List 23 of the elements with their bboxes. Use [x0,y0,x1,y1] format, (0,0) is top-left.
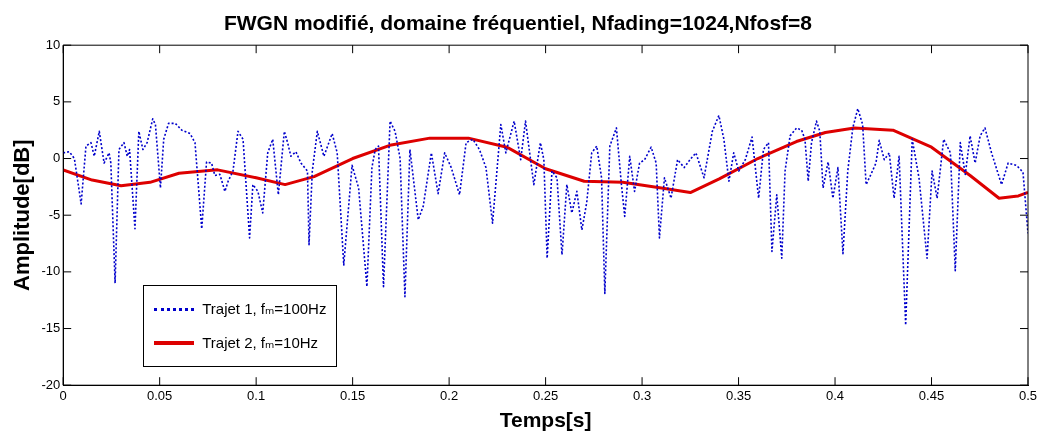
x-tick-label: 0.2 [440,387,459,403]
legend-label: Trajet 1, fₘ=100Hz [202,300,327,319]
y-tick-label: 0 [52,150,61,166]
y-tick-label: -20 [41,376,61,392]
x-tick-label: 0.3 [633,387,652,403]
line-series [63,107,1028,326]
x-tick-label: 0.5 [1018,387,1038,403]
y-axis-title: Amplitude[dB] [9,139,35,291]
chart-title: FWGN modifié, domaine fréquentiel, Nfading=1024,Nfosf=8 [223,11,813,35]
x-tick-label: 0.35 [725,387,752,403]
x-tick-label: 0.05 [147,387,173,403]
y-tick-label: -5 [48,206,61,222]
x-tick-label: 0.15 [339,387,366,403]
y-tick-label: -15 [41,320,61,336]
x-tick-label: 0.1 [247,387,266,403]
y-tick-label: 10 [45,36,61,52]
x-axis-title: Temps[s] [499,408,592,432]
y-tick-label: 5 [52,93,61,109]
legend-label: Trajet 2, fₘ=10Hz [202,334,319,353]
y-tick-label: -10 [41,263,61,279]
x-tick-label: 0.25 [532,387,559,403]
x-tick-label: 0.45 [918,387,945,403]
x-tick-label: 0.4 [826,387,845,403]
